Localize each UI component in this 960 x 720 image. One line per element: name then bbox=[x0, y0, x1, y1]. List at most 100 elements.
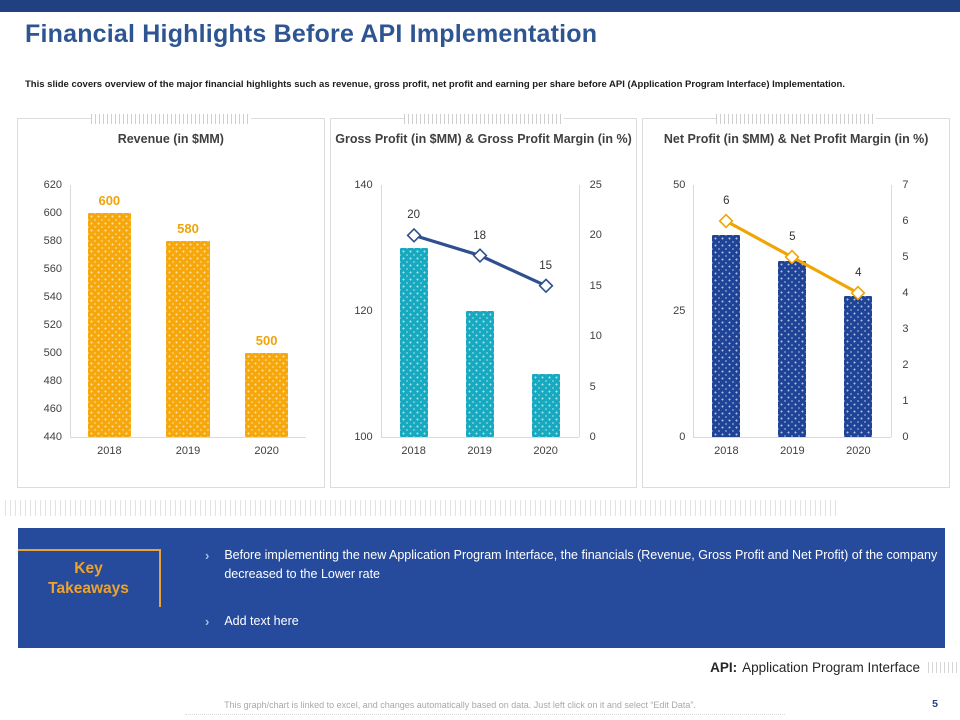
x-axis-category-label: 2019 bbox=[780, 445, 805, 457]
chevron-bullet-icon: › bbox=[205, 614, 210, 629]
y-axis-tick-label: 50 bbox=[673, 179, 686, 191]
y-axis-line bbox=[380, 185, 382, 437]
key-takeaways-heading-box: Key Takeaways bbox=[18, 549, 161, 607]
chart-plot: 440 460 480 500 520 540 560 580 600 620 2018 600 201… bbox=[18, 119, 324, 487]
y-axis-tick-label: 140 bbox=[354, 179, 373, 191]
chart-panel-revenue[interactable]: Revenue (in $MM) 440 460 480 500 520 540 560 58… bbox=[17, 114, 325, 488]
chart-title: Net Profit (in $MM) & Net Profit Margin … bbox=[663, 132, 929, 146]
diamond-marker-icon bbox=[472, 248, 488, 264]
x-axis-category-label: 2018 bbox=[714, 445, 739, 457]
api-definition-note: API: Application Program Interface bbox=[710, 660, 958, 675]
line-point-label: 18 bbox=[473, 229, 487, 242]
ticks-decoration-small bbox=[928, 662, 958, 673]
x-axis-category-label: 2019 bbox=[467, 445, 492, 457]
takeaway-bullet: › Before implementing the new Applicatio… bbox=[205, 546, 945, 585]
takeaway-bullet[interactable]: › Add text here bbox=[205, 612, 945, 632]
diamond-marker-icon bbox=[406, 227, 422, 243]
top-accent-bar bbox=[0, 0, 960, 12]
chart-panel-gross-profit[interactable]: Gross Profit (in $MM) & Gross Profit Mar… bbox=[329, 114, 638, 488]
x-axis-line bbox=[70, 437, 306, 438]
line-point-label: 5 bbox=[789, 231, 796, 243]
secondary-y-axis-tick-label: 0 bbox=[589, 431, 596, 443]
line-point-label: 6 bbox=[723, 195, 730, 207]
bar bbox=[531, 374, 560, 437]
x-axis-category-label: 2018 bbox=[401, 445, 426, 457]
secondary-y-axis-tick-label: 20 bbox=[589, 229, 602, 242]
y-axis-tick-label: 520 bbox=[43, 319, 62, 331]
x-axis-category-label: 2019 bbox=[175, 445, 201, 457]
line-point-label: 4 bbox=[855, 267, 862, 279]
y-axis-tick-label: 0 bbox=[679, 431, 686, 443]
secondary-y-axis-line bbox=[891, 185, 893, 437]
secondary-y-axis-tick-label: 2 bbox=[902, 359, 909, 371]
y-axis-tick-label: 600 bbox=[43, 207, 62, 219]
x-axis-category-label: 2020 bbox=[533, 445, 558, 457]
x-axis-category-label: 2020 bbox=[254, 445, 279, 457]
page-number: 5 bbox=[932, 698, 938, 710]
y-axis-tick-label: 440 bbox=[43, 431, 62, 443]
bar bbox=[712, 235, 741, 437]
chart-title: Revenue (in $MM) bbox=[117, 132, 224, 146]
diamond-marker-icon bbox=[718, 213, 734, 229]
chart-plot: 100 120 140 0 5 10 15 20 25 2018 2019 2020 20 18 15 bbox=[331, 119, 637, 487]
secondary-y-axis-tick-label: 5 bbox=[589, 380, 596, 393]
bar bbox=[844, 295, 873, 437]
chart-plot: 0 25 50 0 1 2 3 4 5 6 7 2018 2019 2020 6 5 4 bbox=[643, 119, 949, 487]
secondary-y-axis-tick-label: 25 bbox=[589, 179, 602, 191]
secondary-y-axis-tick-label: 6 bbox=[902, 215, 909, 227]
footer-note: This graph/chart is linked to excel, and… bbox=[224, 700, 696, 710]
secondary-y-axis-tick-label: 5 bbox=[902, 251, 909, 263]
y-axis-line bbox=[70, 185, 71, 437]
line-point-label: 20 bbox=[407, 209, 421, 222]
bar bbox=[399, 248, 428, 437]
y-axis-tick-label: 580 bbox=[43, 235, 62, 247]
chart-title: Gross Profit (in $MM) & Gross Profit Mar… bbox=[335, 132, 632, 146]
secondary-y-axis-tick-label: 7 bbox=[902, 179, 909, 191]
y-axis-tick-label: 540 bbox=[43, 291, 62, 303]
takeaway-text: Before implementing the new Application … bbox=[224, 548, 938, 582]
secondary-y-axis-line bbox=[578, 185, 580, 437]
footer-divider bbox=[185, 714, 785, 715]
bar bbox=[166, 241, 210, 437]
bar bbox=[465, 311, 494, 437]
y-axis-tick-label: 25 bbox=[673, 305, 686, 317]
x-axis-line bbox=[380, 437, 579, 438]
x-axis-line bbox=[693, 437, 892, 438]
line-point-label: 15 bbox=[539, 259, 553, 272]
y-axis-tick-label: 120 bbox=[354, 305, 373, 317]
secondary-y-axis-tick-label: 3 bbox=[902, 323, 909, 335]
chevron-bullet-icon: › bbox=[205, 548, 210, 563]
api-definition-text: Application Program Interface bbox=[742, 660, 920, 675]
bar bbox=[245, 353, 289, 437]
bar bbox=[778, 260, 807, 437]
key-takeaways-box: Key Takeaways › Before implementing the … bbox=[18, 528, 945, 648]
y-axis-line bbox=[693, 185, 695, 437]
key-takeaways-heading: Key Takeaways bbox=[48, 559, 129, 597]
bar-value-label: 600 bbox=[98, 193, 121, 208]
y-axis-tick-label: 460 bbox=[43, 403, 62, 415]
ticks-decoration bbox=[403, 114, 564, 124]
api-abbrev-label: API: bbox=[710, 660, 738, 675]
secondary-y-axis-tick-label: 4 bbox=[902, 287, 909, 299]
takeaway-placeholder-text: Add text here bbox=[224, 614, 299, 628]
x-axis-category-label: 2018 bbox=[97, 445, 122, 457]
chart-panel-net-profit[interactable]: Net Profit (in $MM) & Net Profit Margin … bbox=[642, 114, 951, 488]
secondary-y-axis-tick-label: 1 bbox=[902, 395, 909, 407]
charts-row: Revenue (in $MM) 440 460 480 500 520 540 560 58… bbox=[17, 114, 951, 488]
secondary-y-axis-tick-label: 15 bbox=[589, 279, 602, 292]
bar-value-label: 500 bbox=[255, 333, 278, 348]
bar-value-label: 580 bbox=[177, 221, 199, 236]
slide-title: Financial Highlights Before API Implemen… bbox=[25, 20, 598, 48]
slide-subtitle: This slide covers overview of the major … bbox=[25, 79, 845, 90]
ticks-decoration bbox=[716, 114, 877, 124]
ticks-band-decoration bbox=[5, 500, 838, 516]
y-axis-tick-label: 480 bbox=[43, 375, 62, 387]
bar bbox=[87, 213, 131, 437]
secondary-y-axis-tick-label: 10 bbox=[589, 330, 602, 343]
y-axis-tick-label: 500 bbox=[43, 347, 62, 359]
ticks-decoration bbox=[90, 114, 251, 124]
x-axis-category-label: 2020 bbox=[846, 445, 871, 457]
y-axis-tick-label: 620 bbox=[43, 179, 62, 191]
y-axis-tick-label: 560 bbox=[43, 263, 62, 275]
